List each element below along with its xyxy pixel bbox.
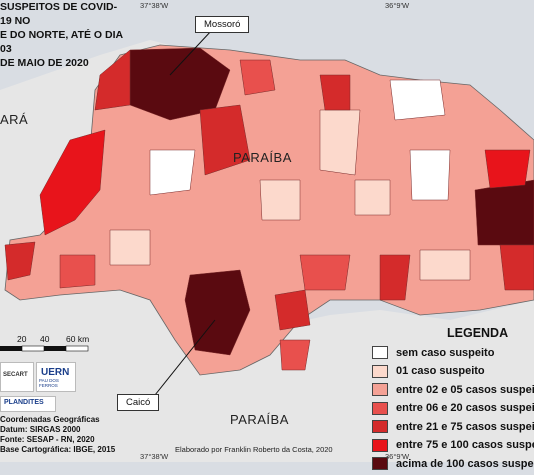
choropleth-map (0, 29, 534, 462)
legend-item: 01 caso suspeito (372, 364, 534, 380)
legend-label: 01 caso suspeito (396, 365, 485, 378)
plandites-logo: PLANDITES (0, 396, 56, 412)
coord-bottom-left: 37°38'W (140, 452, 169, 461)
scale-tick-20: 20 (17, 334, 27, 344)
mossoro-leader (169, 29, 213, 76)
legend-swatch (372, 420, 388, 434)
legend-label: entre 06 e 20 casos suspeitos (396, 402, 534, 415)
municipalities (4, 47, 534, 371)
info-line-1: Coordenadas Geográficas (0, 415, 100, 424)
title-line-1: SUSPEITOS DE COVID-19 NO (0, 1, 118, 27)
state-label-ceara: ARÁ (0, 112, 29, 127)
legend-swatch (372, 401, 388, 415)
legend-item: acima de 100 casos suspeitos (372, 456, 534, 472)
legend-item: sem caso suspeito (372, 345, 534, 361)
legend-swatch (372, 457, 388, 471)
legend-swatch (372, 438, 388, 452)
sesap-logo-text: SECART (3, 372, 28, 378)
state-label-paraiba-top: PARAÍBA (233, 150, 292, 165)
legend-swatch (372, 364, 388, 378)
legend-item: entre 06 e 20 casos suspeitos (372, 401, 534, 417)
legend-label: entre 75 e 100 casos suspeitos (396, 439, 534, 452)
info-line-4: Base Cartográfica: IBGE, 2015 (0, 445, 116, 454)
legend-label: entre 21 e 75 casos suspeitos (396, 420, 534, 433)
map-info: Coordenadas Geográficas Datum: SIRGAS 20… (0, 415, 115, 455)
uern-logo: UERN PAU DOS FERROS (36, 362, 76, 392)
callout-mossoro: Mossoró (195, 16, 250, 33)
scale-tick-60: 60 km (66, 334, 90, 344)
coord-top-left: 37°38'W (140, 1, 169, 10)
map-credit: Elaborado por Franklin Roberto da Costa,… (175, 445, 333, 454)
state-label-paraiba-bottom: PARAÍBA (230, 412, 289, 427)
legend-label: acima de 100 casos suspeitos (396, 457, 534, 470)
legend-label: entre 02 e 05 casos suspeitos (396, 383, 534, 396)
title-line-3: DE MAIO DE 2020 (0, 57, 89, 69)
legend-swatch (372, 346, 388, 360)
sesap-logo: SECART (0, 362, 34, 392)
coord-bottom-right: 36°9'W (385, 452, 410, 461)
info-line-2: Datum: SIRGAS 2000 (0, 425, 81, 434)
info-line-3: Fonte: SESAP - RN, 2020 (0, 435, 95, 444)
uern-logo-text: UERN (41, 367, 70, 378)
legend-title: LEGENDA (447, 326, 509, 340)
legend-item: entre 02 e 05 casos suspeitos (372, 382, 534, 398)
legend-label: sem caso suspeito (396, 346, 495, 359)
scale-bar (0, 345, 89, 352)
map-title: SUSPEITOS DE COVID-19 NO E DO NORTE, ATÉ… (0, 0, 128, 70)
legend-item: entre 21 e 75 casos suspeitos (372, 419, 534, 435)
caico-leader (154, 319, 216, 396)
plandites-logo-text: PLANDITES (4, 399, 44, 406)
scale-tick-40: 40 (40, 334, 50, 344)
callout-caico: Caicó (117, 394, 160, 411)
legend-item: entre 75 e 100 casos suspeitos (372, 438, 534, 454)
title-line-2: E DO NORTE, ATÉ O DIA 03 (0, 29, 123, 55)
uern-logo-sub: PAU DOS FERROS (39, 378, 59, 388)
legend: sem caso suspeito 01 caso suspeito entre… (372, 345, 534, 475)
legend-swatch (372, 383, 388, 397)
coord-top-right: 36°9'W (385, 1, 410, 10)
